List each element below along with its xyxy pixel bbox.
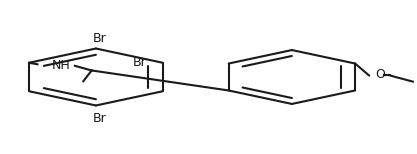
Text: Br: Br	[93, 32, 107, 45]
Text: O: O	[375, 68, 385, 81]
Text: Br: Br	[93, 112, 107, 125]
Text: NH: NH	[52, 59, 71, 72]
Text: Br: Br	[133, 56, 147, 69]
